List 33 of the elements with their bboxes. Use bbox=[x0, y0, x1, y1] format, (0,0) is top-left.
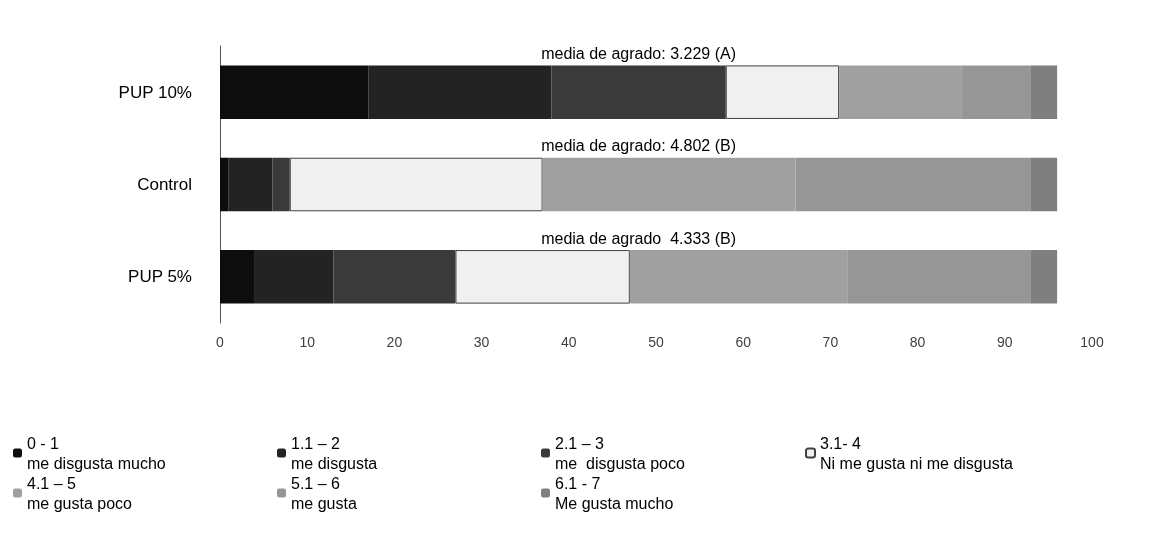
legend-label: 0 - 1 me disgusta mucho bbox=[27, 434, 166, 472]
bar bbox=[254, 250, 334, 304]
x-tick-label: 10 bbox=[299, 334, 316, 350]
annotation: media de agrado: 3.229 (A) bbox=[541, 44, 736, 62]
x-tick-label: 30 bbox=[473, 334, 490, 350]
x-tick-label: 100 bbox=[1080, 334, 1104, 350]
x-tick-label: 60 bbox=[735, 334, 752, 350]
x-tick-label: 0 bbox=[216, 334, 225, 350]
legend-label: 5.1 – 6 me gusta bbox=[291, 474, 357, 512]
bar bbox=[368, 65, 552, 119]
annotation: media de agrado: 4.802 (B) bbox=[541, 137, 736, 155]
legend-label: 3.1- 4 Ni me gusta ni me disgusta bbox=[820, 434, 1014, 472]
y-tick-label: PUP 5% bbox=[128, 267, 192, 287]
bar bbox=[220, 157, 229, 212]
y-tick-label: Control bbox=[137, 175, 192, 194]
bar bbox=[220, 65, 369, 119]
bar bbox=[228, 157, 273, 212]
annotation: media de agrado 4.333 (B) bbox=[541, 229, 736, 247]
x-tick-label: 20 bbox=[386, 334, 403, 350]
bar bbox=[1030, 157, 1058, 212]
bar bbox=[220, 250, 255, 304]
x-tick-label: 90 bbox=[997, 334, 1013, 350]
legend-label: 6.1 - 7 Me gusta mucho bbox=[555, 474, 674, 512]
x-tick-label: 70 bbox=[822, 334, 839, 350]
x-tick-label: 40 bbox=[561, 334, 577, 350]
bar bbox=[1030, 65, 1058, 119]
legend-label: 4.1 – 5 me gusta poco bbox=[27, 474, 133, 512]
bar bbox=[1030, 250, 1058, 304]
x-tick-label: 80 bbox=[909, 334, 926, 350]
legend-label: 1.1 – 2 me disgusta bbox=[291, 434, 378, 472]
legend-label: 2.1 – 3 me disgusta poco bbox=[555, 434, 685, 472]
y-tick-label: PUP 10% bbox=[118, 82, 192, 102]
x-tick-label: 50 bbox=[648, 334, 664, 350]
